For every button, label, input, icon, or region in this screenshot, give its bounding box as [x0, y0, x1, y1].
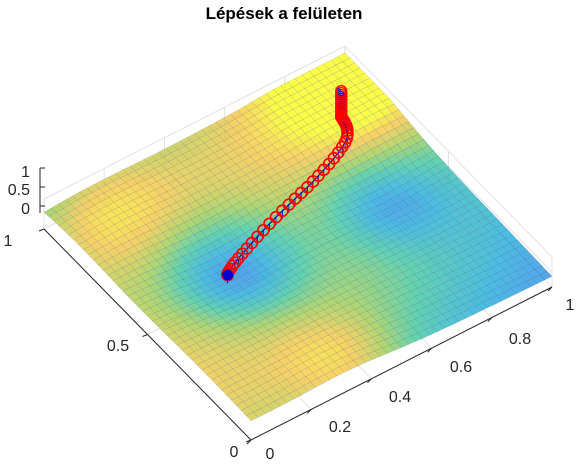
y-tick-label: 1: [4, 233, 13, 250]
z-tick-label: 0.5: [8, 182, 30, 199]
chart-title: Lépések a felületen: [206, 4, 363, 23]
y-tick-mark: [39, 229, 44, 231]
y-tick-label: 0: [230, 444, 239, 461]
x-tick-label: 1: [566, 297, 575, 314]
z-tick-label: 0: [21, 201, 30, 218]
z-tick-labels: 1 0.5 0: [8, 164, 30, 218]
x-tick-label: 0: [266, 446, 275, 463]
x-tick-label: 0.2: [329, 419, 351, 436]
x-tick-label: 0.4: [389, 389, 411, 406]
y-tick-label: 0.5: [107, 338, 129, 355]
surface-plot: [44, 53, 552, 421]
x-tick-label: 0.6: [450, 359, 472, 376]
path-end-marker: [223, 270, 233, 280]
z-tick-label: 1: [21, 164, 30, 181]
y-tick-mark: [143, 335, 148, 337]
x-tick-label: 0.8: [509, 331, 531, 348]
